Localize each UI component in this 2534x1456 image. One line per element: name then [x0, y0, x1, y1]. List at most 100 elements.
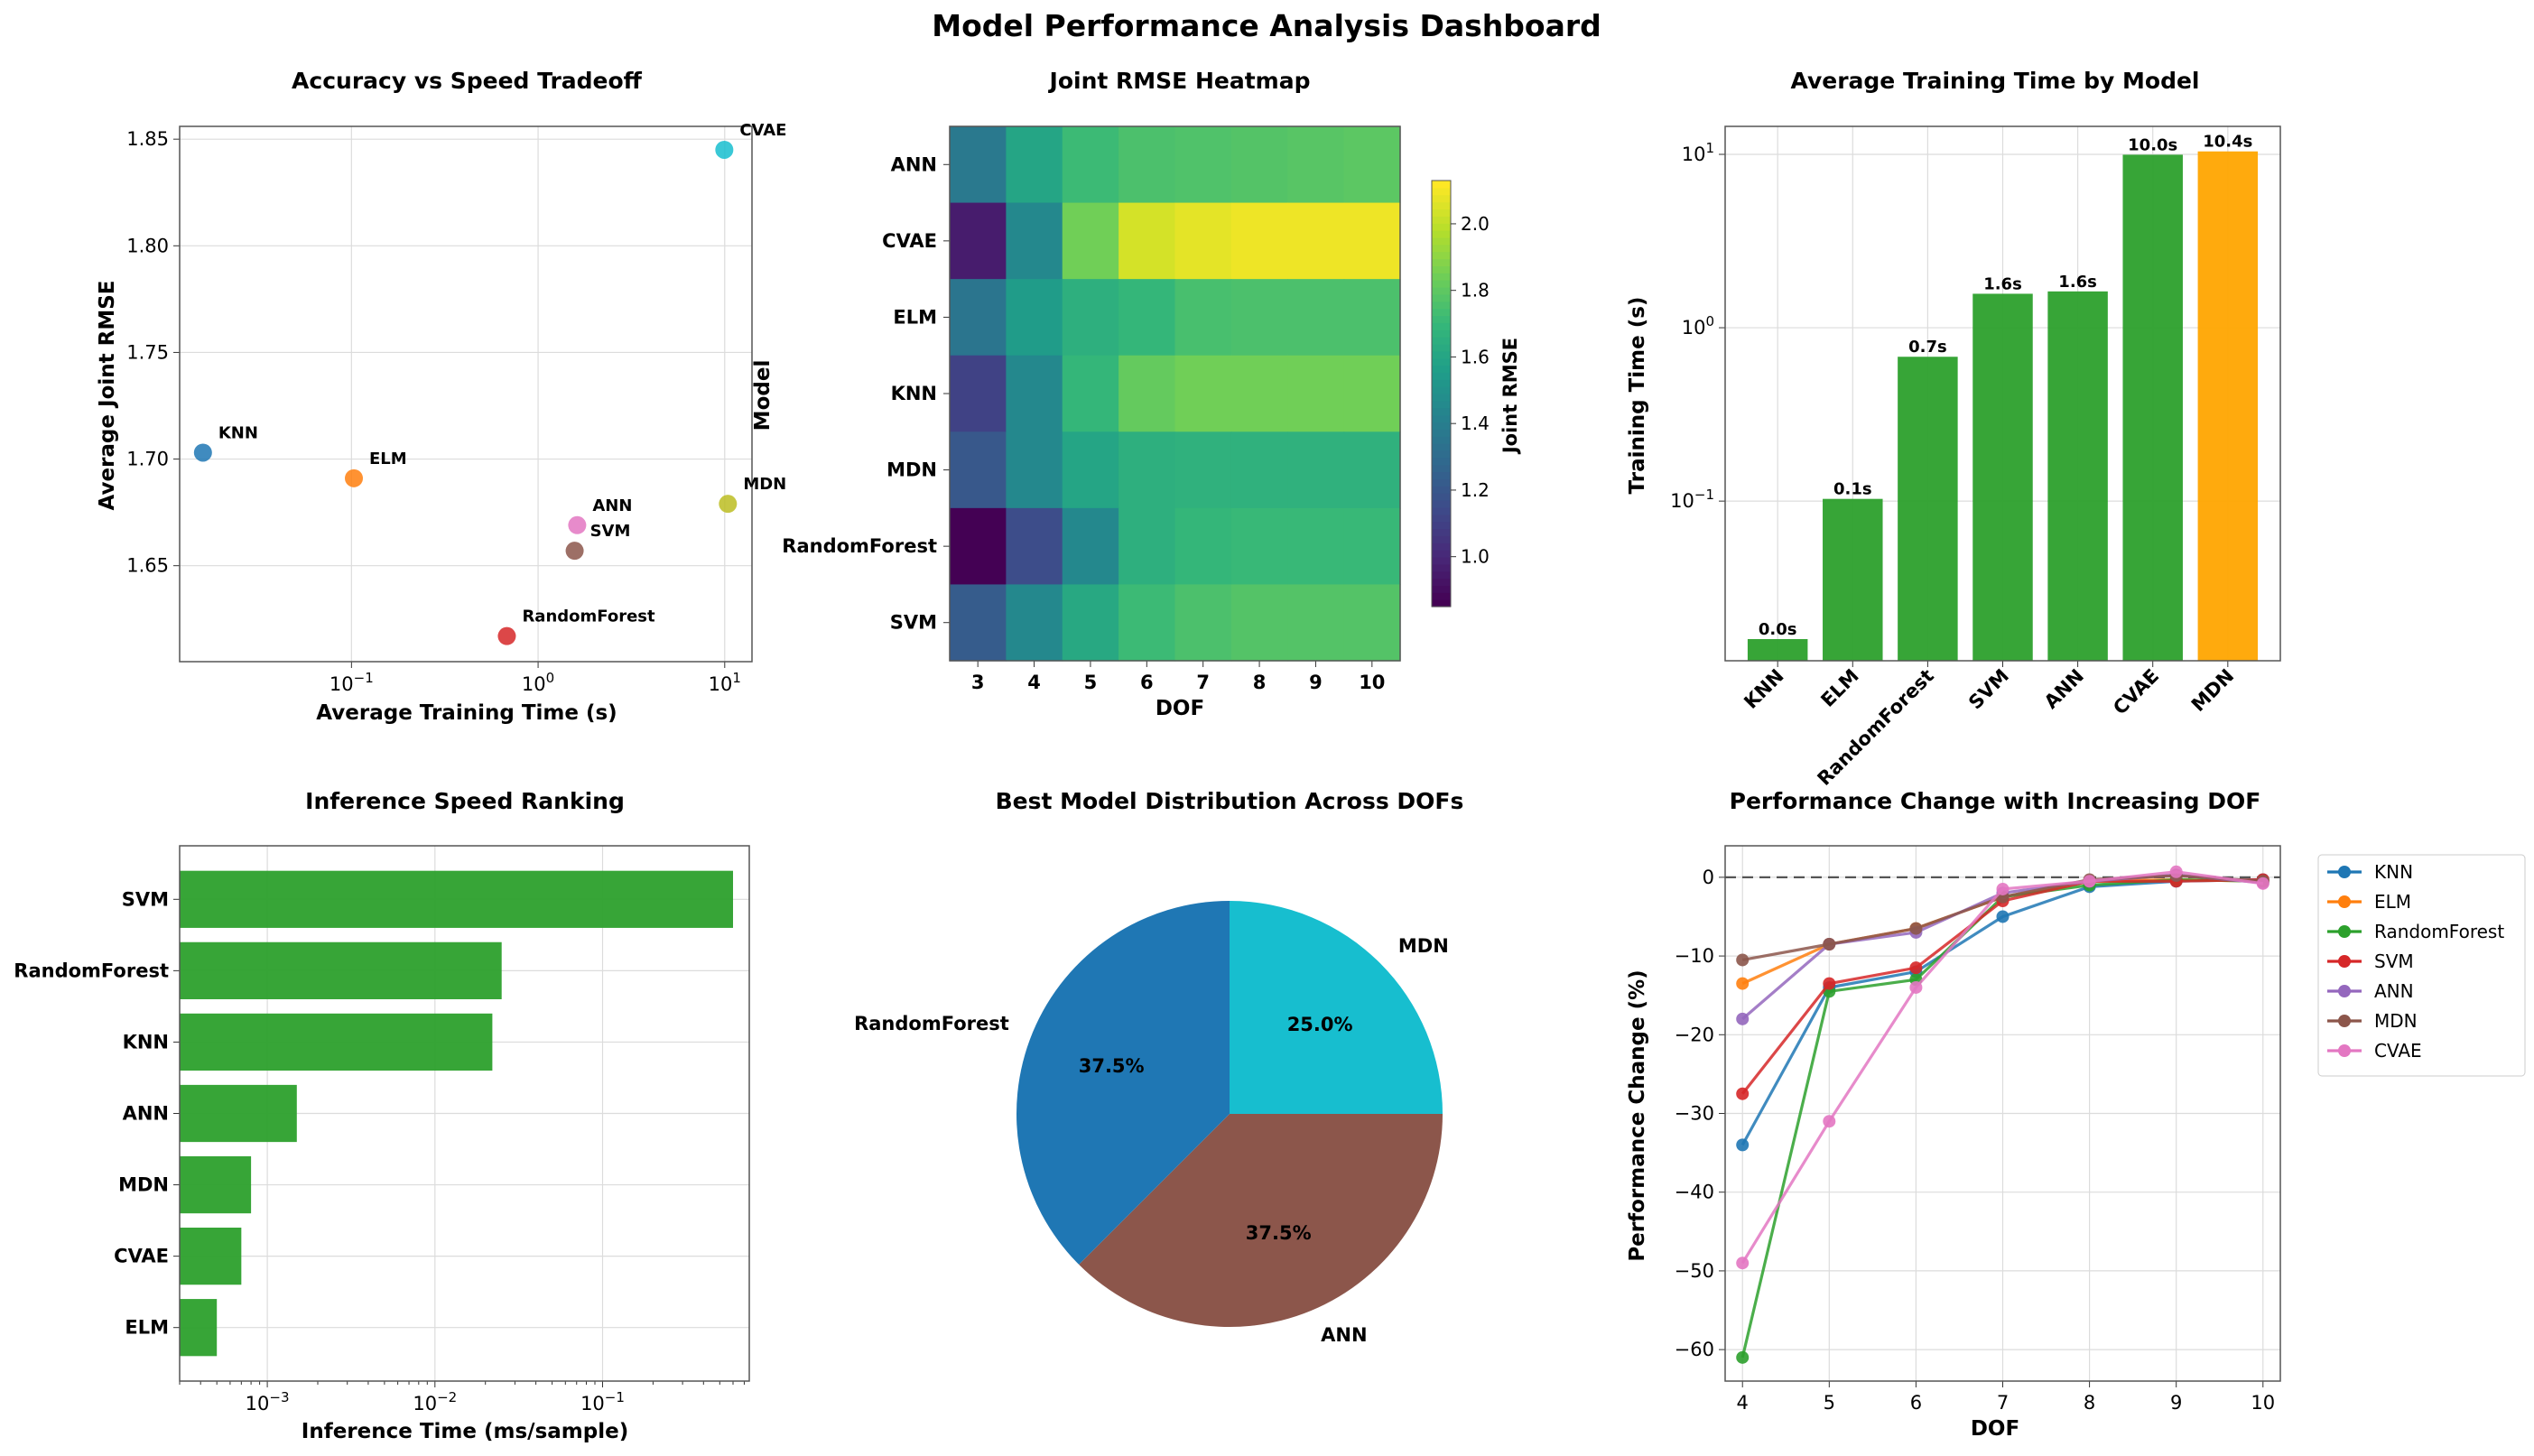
dof-series-point	[1736, 953, 1750, 967]
heatmap-cell	[1230, 431, 1288, 509]
training-time-title: Average Training Time by Model	[1790, 68, 2199, 94]
dof-y-tick-label: −30	[1675, 1103, 1714, 1125]
dof-legend-marker	[2338, 1044, 2351, 1057]
heatmap-cell	[1174, 279, 1232, 357]
colorbar-segment	[1432, 414, 1451, 423]
inference-bar-mdn	[180, 1155, 252, 1214]
dof-legend-label: RandomForest	[2374, 921, 2504, 942]
colorbar-segment	[1432, 550, 1451, 558]
dof-legend-marker	[2338, 925, 2351, 938]
colorbar-tick-label: 1.8	[1461, 280, 1490, 301]
training-bar-label: 0.0s	[1759, 620, 1797, 639]
training-bar-svm	[1972, 293, 2033, 661]
colorbar-segment	[1432, 407, 1451, 416]
colorbar-segment	[1432, 301, 1451, 310]
training-x-tick-label: CVAE	[2109, 665, 2163, 719]
heatmap-x-tick-label: 5	[1084, 672, 1098, 693]
colorbar-segment	[1432, 506, 1451, 515]
heatmap-cell	[1006, 279, 1063, 357]
dof-legend-marker	[2338, 895, 2351, 908]
training-bar-label: 1.6s	[1983, 274, 2022, 293]
colorbar-segment	[1432, 230, 1451, 238]
colorbar-segment	[1432, 478, 1451, 487]
scatter-point-elm	[345, 468, 364, 487]
scatter-point-knn	[193, 443, 212, 462]
colorbar-tick-label: 1.6	[1461, 346, 1490, 367]
heatmap-cell	[1287, 202, 1345, 280]
inference-xlabel: Inference Time (ms/sample)	[302, 1420, 628, 1443]
scatter-y-tick-label: 1.70	[126, 449, 169, 470]
colorbar-segment	[1432, 201, 1451, 210]
scatter-point-ann	[568, 515, 587, 534]
heatmap-cell	[1287, 355, 1345, 432]
dof-axes-frame	[1724, 845, 2281, 1382]
inference-x-tick-label: 10−2	[413, 1389, 457, 1414]
training-bar-label: 10.0s	[2128, 135, 2177, 154]
heatmap-cell	[1287, 279, 1345, 357]
heatmap-ylabel: Model	[751, 360, 775, 431]
scatter-point-label: ANN	[592, 496, 632, 515]
inference-panel: Inference Speed Ranking Inference Time (…	[14, 788, 750, 1443]
dof-series-point	[2256, 876, 2269, 890]
heatmap-cell	[1118, 126, 1176, 204]
heatmap-cell	[1343, 355, 1401, 432]
inference-bar-ann	[180, 1084, 297, 1143]
heatmap-cell	[1062, 126, 1119, 204]
heatmap-y-tick-label: SVM	[890, 612, 937, 634]
heatmap-cell	[1062, 584, 1119, 662]
dof-series-point	[1736, 1138, 1750, 1152]
heatmap-cell	[1006, 355, 1063, 432]
dashboard-title: Model Performance Analysis Dashboard	[932, 8, 1601, 43]
scatter-point-label: KNN	[218, 423, 258, 442]
colorbar-tick-label: 2.0	[1461, 213, 1490, 235]
dof-series-point	[1909, 922, 1923, 935]
training-y-tick-label: 101	[1682, 140, 1714, 165]
training-bar-label: 0.7s	[1908, 338, 1947, 357]
dof-series-point	[1909, 961, 1923, 975]
heatmap-cell	[1230, 507, 1288, 586]
colorbar-segment	[1432, 187, 1451, 196]
inference-bar-knn	[180, 1013, 493, 1071]
training-bar-ann	[2047, 291, 2108, 661]
colorbar-segment	[1432, 357, 1451, 366]
colorbar-segment	[1432, 293, 1451, 302]
colorbar-segment	[1432, 493, 1451, 501]
heatmap-cell	[1287, 584, 1345, 662]
dof-x-tick-label: 9	[2170, 1392, 2182, 1414]
pie-slice-ann	[1079, 1114, 1443, 1327]
dof-series-point	[1736, 977, 1750, 990]
colorbar-segment	[1432, 350, 1451, 359]
dof-series-point	[1736, 1350, 1750, 1364]
heatmap-y-tick-label: ANN	[891, 153, 937, 175]
heatmap-cell	[950, 507, 1007, 586]
pie-slice-label: ANN	[1321, 1324, 1367, 1346]
training-time-ylabel: Training Time (s)	[1626, 297, 1649, 495]
colorbar-segment	[1432, 471, 1451, 479]
heatmap-axes-frame	[949, 125, 1401, 662]
heatmap-y-tick-label: RandomForest	[782, 535, 937, 557]
scatter-point-label: CVAE	[739, 121, 786, 140]
heatmap-cell	[1174, 126, 1232, 204]
heatmap-cell	[950, 126, 1007, 204]
colorbar-segment	[1432, 457, 1451, 466]
dof-series-point	[1736, 1012, 1750, 1025]
heatmap-x-tick-label: 6	[1140, 672, 1154, 693]
dof-legend-label: SVM	[2374, 951, 2414, 972]
training-bar-label: 1.6s	[2058, 273, 2097, 292]
inference-bar-randomforest	[180, 941, 502, 999]
colorbar-segment	[1432, 528, 1451, 536]
heatmap-cell	[1287, 431, 1345, 509]
training-x-tick-label: SVM	[1964, 665, 2013, 714]
heatmap-cell	[1174, 507, 1232, 586]
scatter-y-tick-label: 1.65	[126, 555, 169, 577]
dof-x-tick-label: 5	[1824, 1392, 1835, 1414]
heatmap-y-tick-label: ELM	[893, 306, 937, 328]
colorbar-segment	[1432, 315, 1451, 323]
dof-series-point	[1736, 1257, 1750, 1270]
heatmap-cell	[1006, 584, 1063, 662]
heatmap-cell	[1062, 431, 1119, 509]
pie-title: Best Model Distribution Across DOFs	[996, 788, 1464, 814]
training-axes-frame	[1724, 125, 2281, 662]
heatmap-x-tick-label: 7	[1196, 672, 1210, 693]
